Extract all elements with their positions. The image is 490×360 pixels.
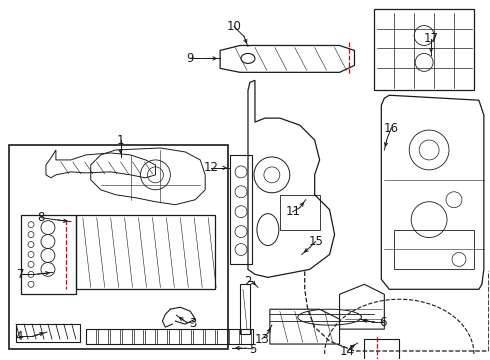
Bar <box>157 329 168 344</box>
Text: 1: 1 <box>117 134 124 147</box>
Bar <box>122 329 131 344</box>
Text: 9: 9 <box>187 52 194 65</box>
Bar <box>280 195 319 230</box>
Bar <box>86 329 253 344</box>
Text: 11: 11 <box>285 205 300 218</box>
Text: 15: 15 <box>308 235 323 248</box>
Bar <box>21 215 76 294</box>
Bar <box>86 329 96 344</box>
Text: 6: 6 <box>380 316 387 329</box>
Bar <box>230 155 252 265</box>
Bar <box>374 9 474 90</box>
Bar <box>9 145 228 349</box>
Bar <box>98 329 108 344</box>
Text: 5: 5 <box>249 342 257 356</box>
Bar <box>193 329 203 344</box>
Text: 10: 10 <box>226 20 242 33</box>
Text: 17: 17 <box>423 32 439 45</box>
Text: 16: 16 <box>384 122 399 135</box>
Text: 7: 7 <box>17 268 25 281</box>
Bar <box>16 324 80 342</box>
Bar <box>170 329 179 344</box>
Text: 13: 13 <box>254 333 270 346</box>
Bar <box>217 329 227 344</box>
Bar <box>146 329 155 344</box>
Text: 14: 14 <box>340 345 355 357</box>
Text: 8: 8 <box>37 211 45 224</box>
Text: 4: 4 <box>15 329 23 343</box>
Bar <box>240 284 250 334</box>
Bar <box>110 329 120 344</box>
Text: 3: 3 <box>190 317 197 330</box>
Bar <box>76 215 215 289</box>
Bar <box>241 329 251 344</box>
Bar <box>394 230 474 269</box>
Text: 2: 2 <box>244 275 252 288</box>
Bar <box>229 329 239 344</box>
Text: 12: 12 <box>204 161 219 174</box>
Bar <box>134 329 144 344</box>
Bar <box>205 329 215 344</box>
Bar <box>181 329 191 344</box>
